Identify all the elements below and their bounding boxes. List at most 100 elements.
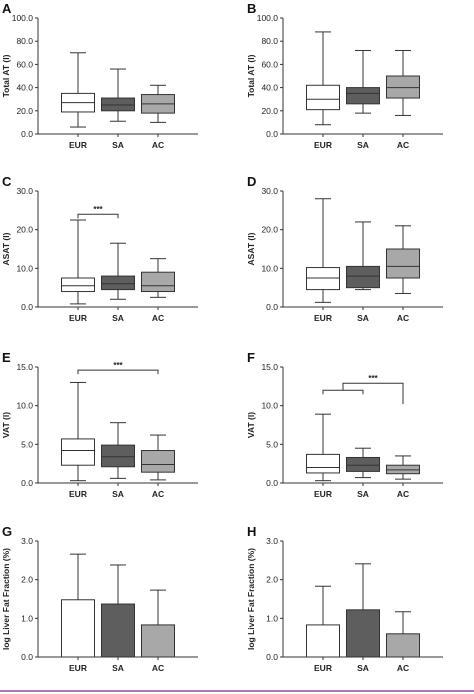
- y-tick-label: 30.0: [261, 186, 278, 196]
- panel-letter-a: A: [2, 1, 12, 16]
- x-category-label-ac: AC: [152, 140, 164, 150]
- y-tick-label: 80.0: [16, 36, 33, 46]
- panel-letter-e: E: [2, 350, 11, 365]
- x-category-label-sa: SA: [357, 140, 369, 150]
- bar-sa: [346, 609, 380, 658]
- y-tick-label: 20.0: [261, 225, 278, 235]
- y-tick-label: 10.0: [261, 401, 278, 411]
- y-tick-label: 80.0: [261, 36, 278, 46]
- y-tick-label: 3.0: [266, 536, 278, 546]
- box-sa: [101, 275, 135, 291]
- y-tick-label: 0.0: [21, 478, 33, 488]
- y-tick-label: 20.0: [261, 106, 278, 116]
- box-ac: [386, 75, 420, 99]
- y-tick-label: 2.0: [21, 575, 33, 585]
- significance-label: ***: [368, 374, 378, 383]
- box-sa: [101, 97, 135, 112]
- x-category-label-sa: SA: [112, 663, 124, 673]
- x-category-label-sa: SA: [112, 140, 124, 150]
- box-ac: [141, 271, 175, 293]
- panel-b: B 0.0 20.0 40.0 60.0 80.0 100.0 Total AT (l) EUR…: [246, 1, 443, 150]
- bar-sa: [101, 603, 135, 658]
- x-category-label-eur: EUR: [314, 313, 332, 323]
- panel-letter-h: H: [247, 524, 256, 539]
- y-tick-label: 3.0: [21, 536, 33, 546]
- significance-label: ***: [113, 361, 123, 370]
- y-axis-title: ASAT (l): [1, 232, 11, 265]
- y-axis-title: log Liver Fat Fraction (%): [246, 548, 256, 650]
- y-axis-title: ASAT (l): [246, 232, 256, 265]
- box-ac: [141, 450, 175, 473]
- y-tick-label: 10.0: [16, 263, 33, 273]
- y-axis-title: VAT (l): [1, 412, 11, 438]
- y-tick-label: 40.0: [261, 83, 278, 93]
- panel-e: E 0.0 5.0 10.0 15.0 VAT (l) EUR SA AC ***: [1, 350, 198, 499]
- y-tick-label: 0.0: [266, 302, 278, 312]
- box-eur: [306, 267, 340, 291]
- panel-h: H 0.0 1.0 2.0 3.0 log Liver Fat Fraction (%) E…: [246, 524, 443, 673]
- bar-ac: [386, 633, 420, 658]
- bar-ac: [141, 624, 175, 658]
- y-tick-label: 0.0: [266, 652, 278, 662]
- panel-d: D 0.0 10.0 20.0 30.0 ASAT (l) EUR SA AC: [246, 174, 443, 323]
- bar-eur: [61, 599, 95, 658]
- y-tick-label: 10.0: [16, 401, 33, 411]
- x-category-label-eur: EUR: [314, 489, 332, 499]
- y-tick-label: 20.0: [16, 106, 33, 116]
- box-sa: [346, 87, 380, 105]
- y-axis-title: VAT (l): [246, 412, 256, 438]
- x-category-label-eur: EUR: [69, 489, 87, 499]
- y-tick-label: 5.0: [21, 439, 33, 449]
- x-category-label-ac: AC: [397, 663, 409, 673]
- y-tick-label: 10.0: [261, 263, 278, 273]
- x-category-label-sa: SA: [357, 663, 369, 673]
- box-eur: [306, 453, 340, 474]
- x-category-label-ac: AC: [397, 489, 409, 499]
- box-sa: [346, 456, 380, 472]
- y-tick-label: 15.0: [261, 362, 278, 372]
- significance-bracket: [342, 382, 404, 405]
- significance-label: ***: [93, 205, 103, 214]
- x-category-label-eur: EUR: [314, 140, 332, 150]
- y-tick-label: 20.0: [16, 225, 33, 235]
- x-category-label-sa: SA: [112, 489, 124, 499]
- x-category-label-sa: SA: [112, 313, 124, 323]
- box-ac: [386, 248, 420, 279]
- y-tick-label: 0.0: [266, 129, 278, 139]
- x-category-label-ac: AC: [152, 489, 164, 499]
- x-category-label-eur: EUR: [69, 313, 87, 323]
- significance-bracket: [77, 369, 159, 375]
- y-tick-label: 60.0: [261, 59, 278, 69]
- y-tick-label: 2.0: [266, 575, 278, 585]
- y-tick-label: 1.0: [21, 613, 33, 623]
- box-sa: [101, 444, 135, 468]
- panel-letter-c: C: [2, 174, 12, 189]
- y-tick-label: 60.0: [16, 59, 33, 69]
- y-tick-label: 100.0: [257, 13, 279, 23]
- y-tick-label: 40.0: [16, 83, 33, 93]
- significance-inner-bracket: [322, 389, 364, 395]
- panel-c: C 0.0 10.0 20.0 30.0 ASAT (l) EUR SA AC ***: [1, 174, 198, 323]
- panel-letter-d: D: [247, 174, 256, 189]
- x-category-label-eur: EUR: [69, 140, 87, 150]
- panel-g: G 0.0 1.0 2.0 3.0 log Liver Fat Fraction (%) E…: [1, 524, 198, 673]
- x-category-label-eur: EUR: [69, 663, 87, 673]
- y-axis-title: Total AT (l): [246, 54, 256, 97]
- box-eur: [61, 438, 95, 466]
- panel-letter-g: G: [2, 524, 12, 539]
- x-category-label-ac: AC: [397, 140, 409, 150]
- x-category-label-ac: AC: [397, 313, 409, 323]
- x-category-label-sa: SA: [357, 489, 369, 499]
- panel-letter-f: F: [247, 350, 255, 365]
- x-category-label-eur: EUR: [314, 663, 332, 673]
- y-axis-title: log Liver Fat Fraction (%): [1, 548, 11, 650]
- y-tick-label: 0.0: [21, 129, 33, 139]
- box-sa: [346, 265, 380, 289]
- significance-bracket: [77, 213, 119, 219]
- x-category-label-ac: AC: [152, 663, 164, 673]
- y-tick-label: 0.0: [21, 302, 33, 312]
- y-tick-label: 5.0: [266, 439, 278, 449]
- y-tick-label: 100.0: [12, 13, 34, 23]
- y-tick-label: 30.0: [16, 186, 33, 196]
